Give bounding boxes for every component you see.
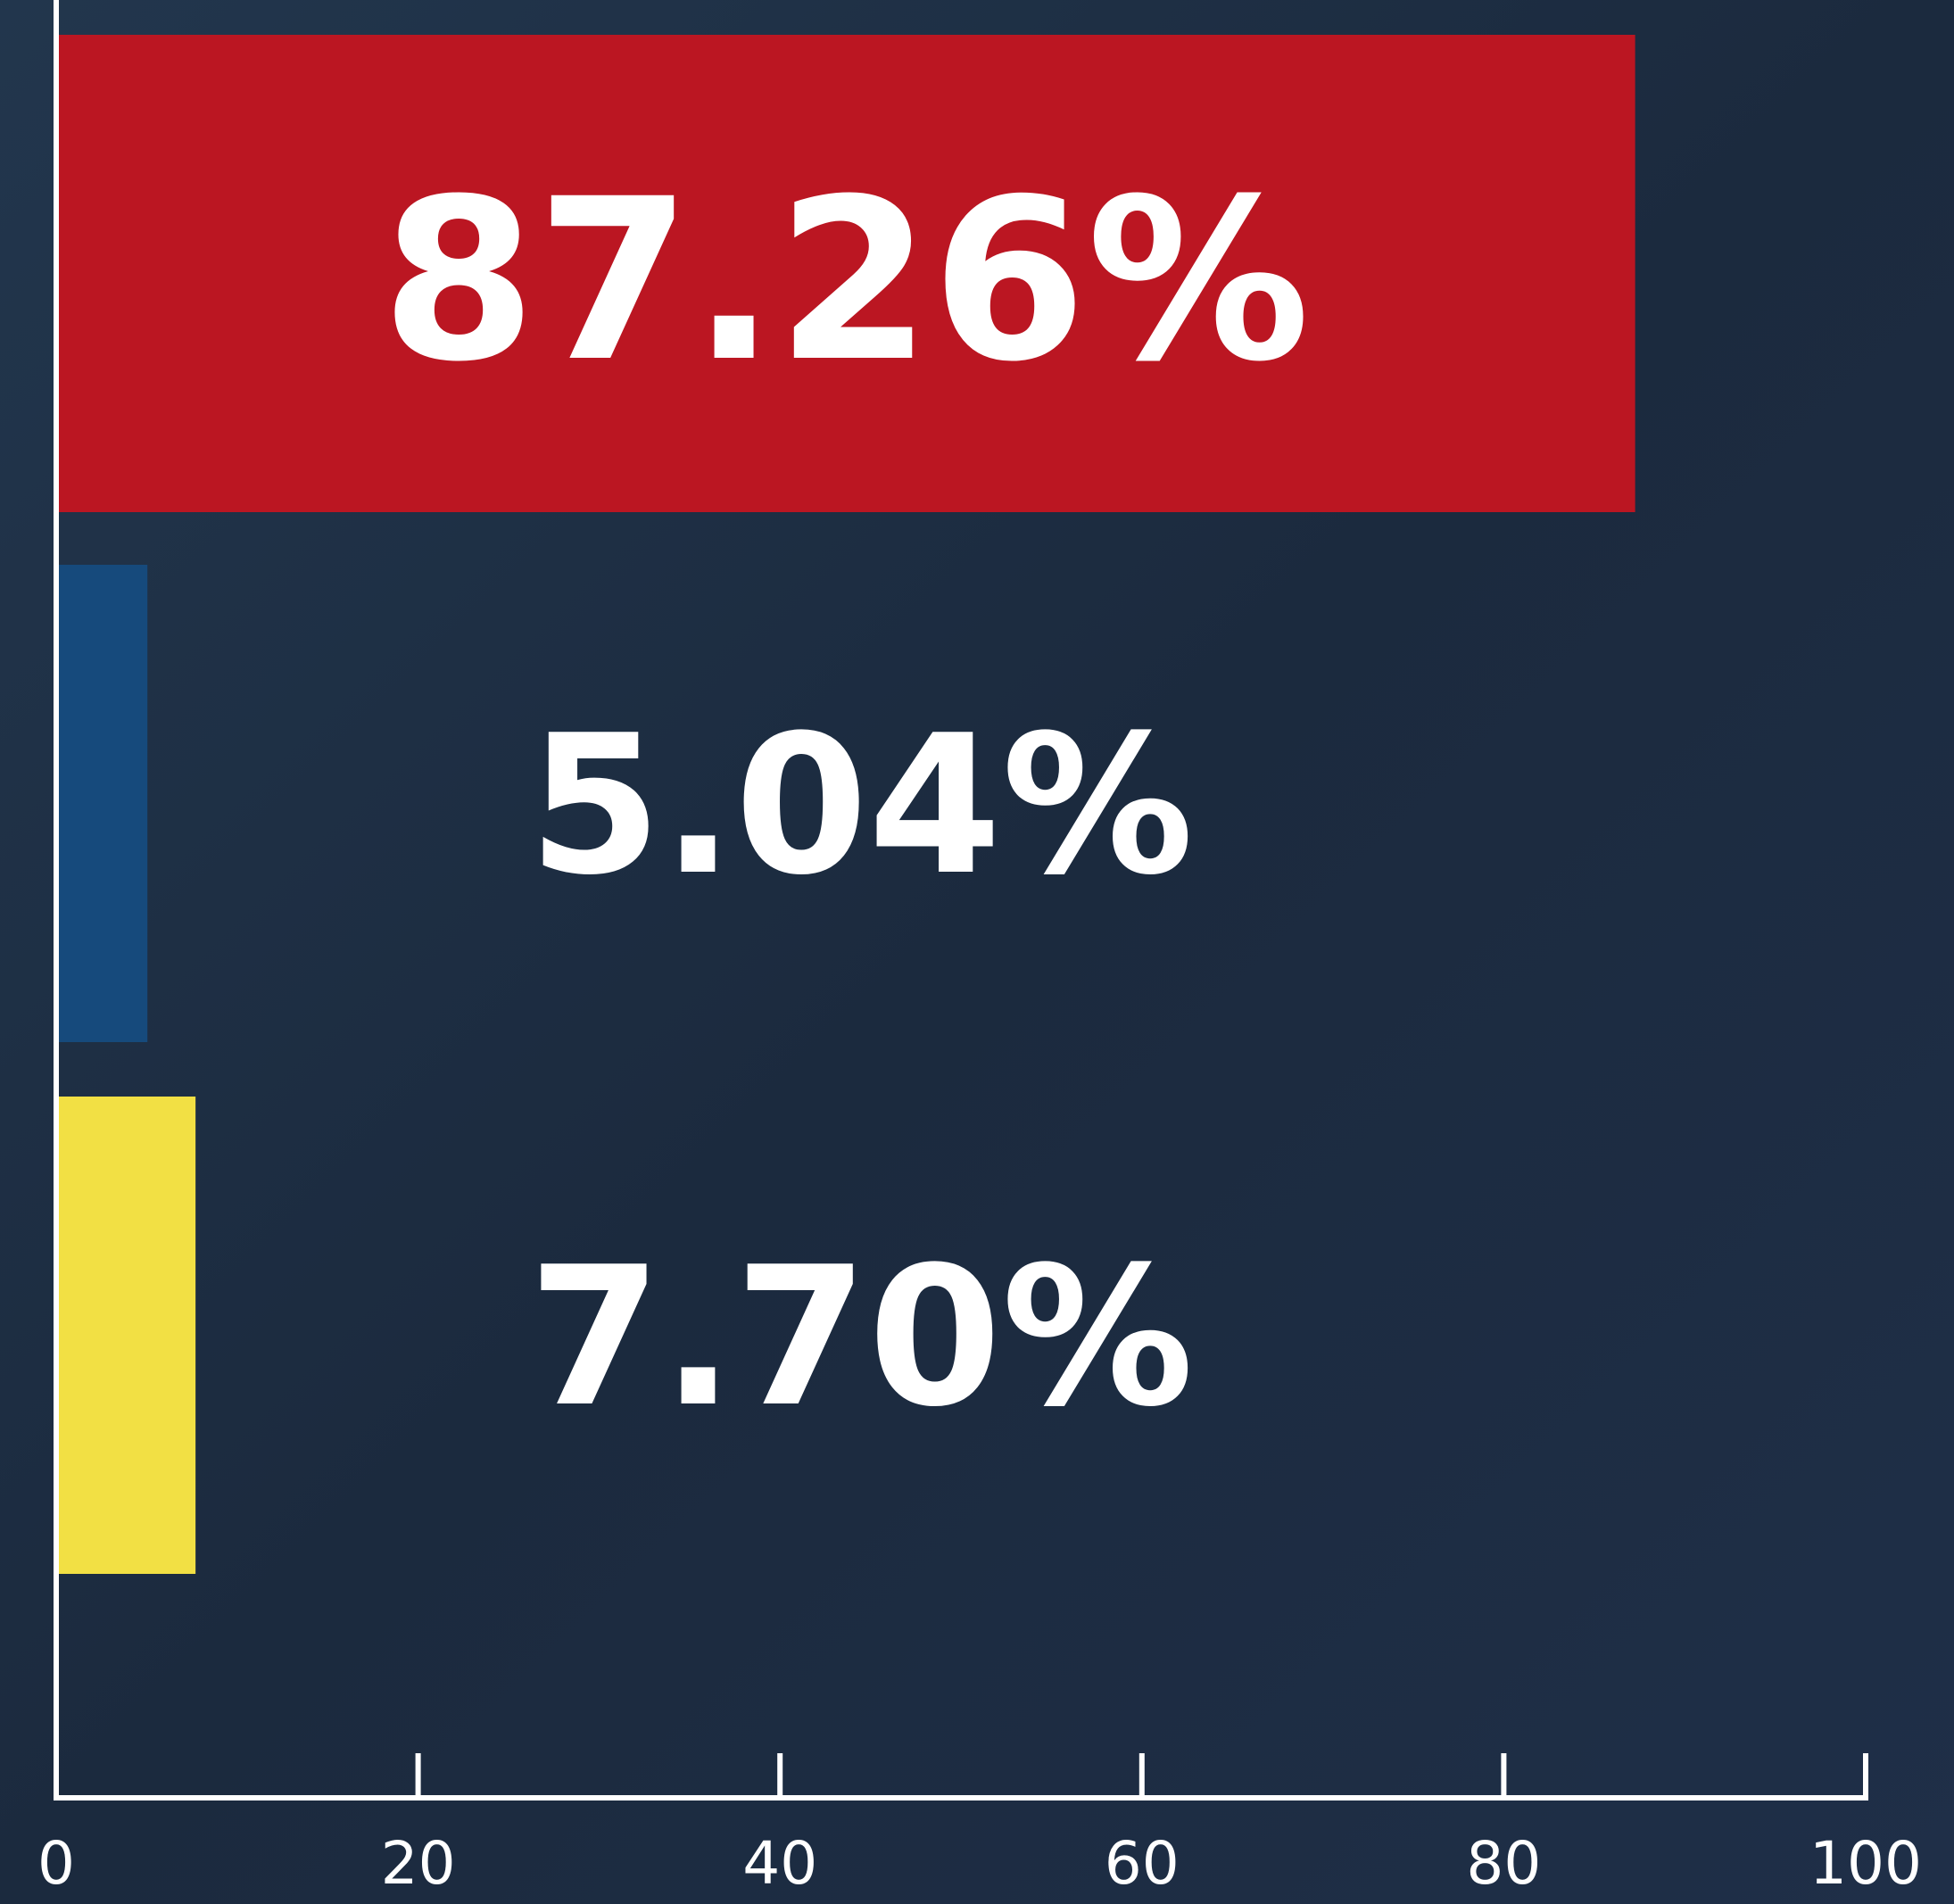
x-tick-label: 20 <box>381 1829 456 1898</box>
bar <box>56 35 1635 512</box>
plot-area: 87.26% 5.04% 7.70% 0 20 40 60 80 100 <box>37 0 1922 1898</box>
bar <box>56 565 148 1042</box>
x-tick-label: 100 <box>1809 1829 1922 1898</box>
value-label: 7.70% <box>528 1225 1194 1449</box>
value-label: 87.26% <box>381 151 1310 410</box>
x-tick-label: 60 <box>1105 1829 1180 1898</box>
bar <box>56 1097 196 1574</box>
x-tick-label: 0 <box>37 1829 75 1898</box>
x-tick-label: 80 <box>1466 1829 1541 1898</box>
value-label: 5.04% <box>528 693 1194 917</box>
x-tick-label: 40 <box>742 1829 817 1898</box>
